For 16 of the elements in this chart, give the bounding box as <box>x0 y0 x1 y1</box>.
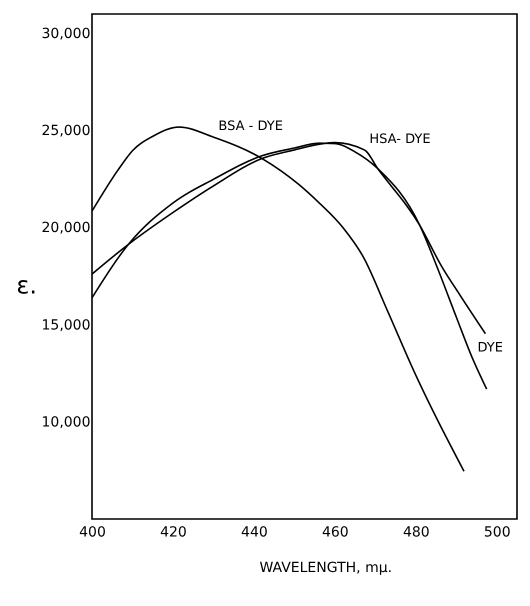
y-tick-label: 25,000 <box>42 123 90 140</box>
x-tick-label: 440 <box>241 524 268 540</box>
y-tick-label: 15,000 <box>42 317 90 334</box>
x-tick-label: 480 <box>402 524 430 540</box>
x-tick-label: 500 <box>484 524 511 540</box>
y-tick-label: 20,000 <box>42 220 90 236</box>
annotation: HSA- DYE <box>369 132 431 147</box>
y-tick-label: 10,000 <box>42 414 90 430</box>
annotation: DYE <box>477 340 503 356</box>
x-axis-title: WAVELENGTH, mμ. <box>259 560 392 576</box>
x-tick-label: 420 <box>160 524 187 540</box>
x-tick-label: 460 <box>322 524 349 540</box>
annotation: BSA - DYE <box>218 119 283 134</box>
y-tick-label: 30,000 <box>42 26 90 42</box>
y-axis-title: ε. <box>16 272 37 300</box>
x-tick-label: 400 <box>79 524 106 540</box>
